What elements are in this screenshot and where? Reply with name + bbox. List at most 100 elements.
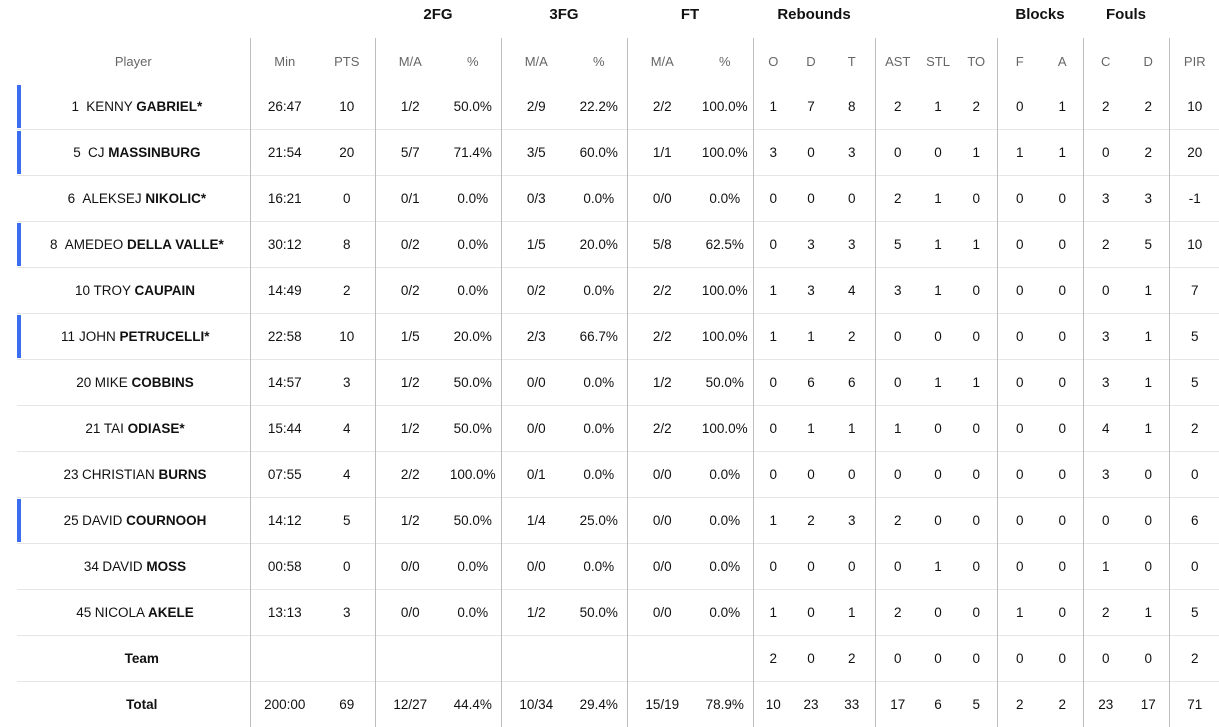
column-header-2fg-pct[interactable]: % [445,38,501,84]
player-last-name[interactable]: GABRIEL* [136,99,202,114]
cell-pts: 10 [319,314,375,360]
player-first-name[interactable]: CJ [88,145,105,160]
column-header-stl[interactable]: STL [920,38,956,84]
cell-to: 0 [956,636,997,682]
column-header-foul-c[interactable]: C [1083,38,1128,84]
cell-ft-ma: 2/2 [627,314,697,360]
player-first-name[interactable]: DAVID [102,559,142,574]
column-header-ast[interactable]: AST [875,38,920,84]
player-first-name[interactable]: KENNY [86,99,132,114]
column-header-2fg-ma[interactable]: M/A [375,38,445,84]
cell-blk-f: 0 [997,84,1042,130]
player-first-name[interactable]: TROY [93,283,130,298]
cell-blk-a: 0 [1042,636,1083,682]
column-header-to[interactable]: TO [956,38,997,84]
column-header-blk-f[interactable]: F [997,38,1042,84]
player-first-name[interactable]: TAI [104,421,124,436]
column-header-ft-ma[interactable]: M/A [627,38,697,84]
cell-reb-o: 1 [753,590,793,636]
cell-2fg-pct: 50.0% [445,406,501,452]
player-first-name[interactable]: ALEKSEJ [82,191,141,206]
cell-reb-t: 1 [829,590,875,636]
player-last-name[interactable]: CAUPAIN [135,283,196,298]
player-last-name[interactable]: MASSINBURG [108,145,200,160]
cell-pir: 7 [1169,268,1219,314]
cell-blk-a: 0 [1042,176,1083,222]
cell-ast: 0 [875,360,920,406]
cell-reb-t: 2 [829,314,875,360]
cell-ft-pct: 100.0% [697,268,753,314]
column-header-ft-pct[interactable]: % [697,38,753,84]
cell-pir: 5 [1169,314,1219,360]
player-last-name[interactable]: BURNS [159,467,207,482]
column-header-reb-t[interactable]: T [829,38,875,84]
column-header-3fg-ma[interactable]: M/A [501,38,571,84]
cell-reb-d: 2 [793,498,829,544]
cell-2fg-pct: 0.0% [445,544,501,590]
player-first-name[interactable]: AMEDEO [65,237,124,252]
column-header-player[interactable]: Player [17,38,250,84]
cell-3fg-pct: 0.0% [571,452,627,498]
player-number: 34 [80,559,102,574]
player-first-name[interactable]: MIKE [95,375,128,390]
column-header-3fg-pct[interactable]: % [571,38,627,84]
cell-2fg-ma: 5/7 [375,130,445,176]
group-header-2fg: 2FG [375,6,501,24]
player-last-name[interactable]: DELLA VALLE* [127,237,224,252]
player-first-name[interactable]: CHRISTIAN [82,467,155,482]
column-header-pir[interactable]: PIR [1169,38,1219,84]
column-header-blk-a[interactable]: A [1042,38,1083,84]
cell-to: 0 [956,406,997,452]
player-first-name[interactable]: DAVID [82,513,122,528]
cell-min: 26:47 [250,84,319,130]
cell-foul-d: 2 [1128,130,1169,176]
cell-ft-pct: 62.5% [697,222,753,268]
cell-2fg-pct: 0.0% [445,176,501,222]
player-last-name[interactable]: NIKOLIC* [145,191,206,206]
cell-3fg-ma: 0/0 [501,360,571,406]
cell-foul-d: 2 [1128,84,1169,130]
cell-pts: 3 [319,590,375,636]
player-last-name[interactable]: MOSS [146,559,186,574]
cell-2fg-ma: 0/2 [375,268,445,314]
cell-foul-d: 0 [1128,544,1169,590]
cell-min: 00:58 [250,544,319,590]
column-header-foul-d[interactable]: D [1128,38,1169,84]
player-first-name[interactable]: NICOLA [95,605,145,620]
column-header-reb-d[interactable]: D [793,38,829,84]
player-first-name[interactable]: JOHN [79,329,116,344]
group-header-fouls: Fouls [1083,6,1169,24]
cell-ft-pct [697,636,753,682]
player-last-name[interactable]: PETRUCELLI* [120,329,210,344]
player-last-name[interactable]: COURNOOH [126,513,206,528]
player-last-name[interactable]: ODIASE* [128,421,185,436]
cell-3fg-pct: 50.0% [571,590,627,636]
player-last-name[interactable]: COBBINS [132,375,194,390]
cell-to: 1 [956,360,997,406]
player-last-name[interactable]: AKELE [148,605,194,620]
column-header-reb-o[interactable]: O [753,38,793,84]
cell-blk-a: 2 [1042,682,1083,727]
cell-reb-t: 1 [829,406,875,452]
column-header-pts[interactable]: PTS [319,38,375,84]
column-header-min[interactable]: Min [250,38,319,84]
cell-blk-a: 0 [1042,498,1083,544]
cell-stl: 6 [920,682,956,727]
cell-reb-t: 4 [829,268,875,314]
cell-blk-f: 0 [997,498,1042,544]
